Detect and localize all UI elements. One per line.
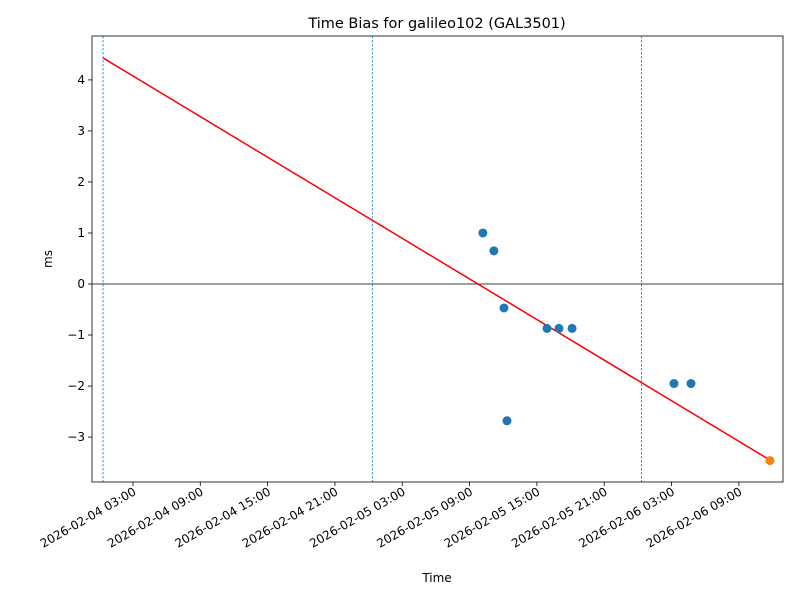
data-point [499, 303, 509, 313]
data-point [686, 379, 696, 389]
y-tick-label: 0 [77, 277, 85, 291]
x-axis-label: Time [421, 571, 451, 585]
y-axis-label: ms [41, 250, 55, 268]
y-tick-label: −3 [67, 430, 85, 444]
y-tick-label: 4 [77, 73, 85, 87]
trend-line [102, 57, 771, 461]
y-tick-label: 1 [77, 226, 85, 240]
y-tick-label: 3 [77, 124, 85, 138]
y-tick-label: −1 [67, 328, 85, 342]
data-point [478, 228, 488, 238]
data-point [669, 379, 679, 389]
data-point [765, 456, 775, 466]
y-tick-label: −2 [67, 379, 85, 393]
data-point [542, 323, 552, 333]
data-point [502, 416, 512, 426]
data-point [567, 323, 577, 333]
data-point [489, 246, 499, 256]
plot-frame [91, 35, 784, 483]
y-tick-label: 2 [77, 175, 85, 189]
data-point [554, 323, 564, 333]
chart-title: Time Bias for galileo102 (GAL3501) [307, 16, 565, 32]
